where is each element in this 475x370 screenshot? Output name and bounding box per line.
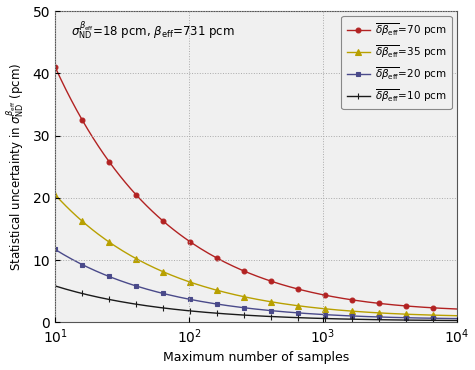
Text: $\sigma^{\beta_{\mathrm{eff}}}_{\mathrm{ND}}$=18 pcm, $\beta_{\mathrm{eff}}$=731: $\sigma^{\beta_{\mathrm{eff}}}_{\mathrm{…: [71, 20, 235, 42]
Y-axis label: Statistical uncertainty in $\sigma^{\beta_{\mathrm{eff}}}_{\mathrm{ND}}$ (pcm): Statistical uncertainty in $\sigma^{\bet…: [6, 63, 27, 271]
$\overline{\delta\beta_{\mathrm{eff}}}$=10 pcm: [211, 311, 217, 315]
$\overline{\delta\beta_{\mathrm{eff}}}$=35 pcm: [330, 307, 336, 312]
Line: $\overline{\delta\beta_{\mathrm{eff}}}$=70 pcm: $\overline{\delta\beta_{\mathrm{eff}}}$=…: [53, 65, 459, 312]
$\overline{\delta\beta_{\mathrm{eff}}}$=20 pcm: [263, 308, 268, 312]
$\overline{\delta\beta_{\mathrm{eff}}}$=70 pcm: [52, 65, 58, 69]
Line: $\overline{\delta\beta_{\mathrm{eff}}}$=35 pcm: $\overline{\delta\beta_{\mathrm{eff}}}$=…: [52, 192, 460, 319]
$\overline{\delta\beta_{\mathrm{eff}}}$=70 pcm: [279, 282, 285, 287]
$\overline{\delta\beta_{\mathrm{eff}}}$=70 pcm: [384, 302, 389, 306]
Legend: $\overline{\delta\beta_{\mathrm{eff}}}$=70 pcm, $\overline{\delta\beta_{\mathrm{: $\overline{\delta\beta_{\mathrm{eff}}}$=…: [342, 16, 452, 109]
$\overline{\delta\beta_{\mathrm{eff}}}$=20 pcm: [384, 315, 389, 319]
$\overline{\delta\beta_{\mathrm{eff}}}$=10 pcm: [279, 315, 285, 319]
$\overline{\delta\beta_{\mathrm{eff}}}$=10 pcm: [52, 284, 58, 288]
$\overline{\delta\beta_{\mathrm{eff}}}$=70 pcm: [263, 277, 268, 282]
$\overline{\delta\beta_{\mathrm{eff}}}$=20 pcm: [279, 309, 285, 314]
Line: $\overline{\delta\beta_{\mathrm{eff}}}$=20 pcm: $\overline{\delta\beta_{\mathrm{eff}}}$=…: [53, 247, 459, 321]
$\overline{\delta\beta_{\mathrm{eff}}}$=70 pcm: [184, 238, 190, 242]
$\overline{\delta\beta_{\mathrm{eff}}}$=20 pcm: [454, 316, 460, 321]
X-axis label: Maximum number of samples: Maximum number of samples: [163, 352, 349, 364]
Line: $\overline{\delta\beta_{\mathrm{eff}}}$=10 pcm: $\overline{\delta\beta_{\mathrm{eff}}}$=…: [52, 282, 460, 324]
$\overline{\delta\beta_{\mathrm{eff}}}$=70 pcm: [330, 295, 336, 299]
$\overline{\delta\beta_{\mathrm{eff}}}$=35 pcm: [184, 279, 190, 283]
$\overline{\delta\beta_{\mathrm{eff}}}$=20 pcm: [52, 247, 58, 252]
$\overline{\delta\beta_{\mathrm{eff}}}$=35 pcm: [279, 301, 285, 306]
$\overline{\delta\beta_{\mathrm{eff}}}$=35 pcm: [384, 311, 389, 316]
$\overline{\delta\beta_{\mathrm{eff}}}$=35 pcm: [52, 192, 58, 197]
$\overline{\delta\beta_{\mathrm{eff}}}$=10 pcm: [384, 317, 389, 322]
$\overline{\delta\beta_{\mathrm{eff}}}$=10 pcm: [454, 318, 460, 323]
$\overline{\delta\beta_{\mathrm{eff}}}$=20 pcm: [211, 302, 217, 306]
$\overline{\delta\beta_{\mathrm{eff}}}$=10 pcm: [263, 314, 268, 319]
$\overline{\delta\beta_{\mathrm{eff}}}$=10 pcm: [330, 316, 336, 321]
$\overline{\delta\beta_{\mathrm{eff}}}$=70 pcm: [211, 254, 217, 259]
$\overline{\delta\beta_{\mathrm{eff}}}$=70 pcm: [454, 307, 460, 311]
$\overline{\delta\beta_{\mathrm{eff}}}$=20 pcm: [330, 313, 336, 317]
$\overline{\delta\beta_{\mathrm{eff}}}$=35 pcm: [454, 313, 460, 318]
$\overline{\delta\beta_{\mathrm{eff}}}$=20 pcm: [184, 297, 190, 301]
$\overline{\delta\beta_{\mathrm{eff}}}$=10 pcm: [184, 309, 190, 313]
$\overline{\delta\beta_{\mathrm{eff}}}$=35 pcm: [211, 287, 217, 292]
$\overline{\delta\beta_{\mathrm{eff}}}$=35 pcm: [263, 299, 268, 303]
